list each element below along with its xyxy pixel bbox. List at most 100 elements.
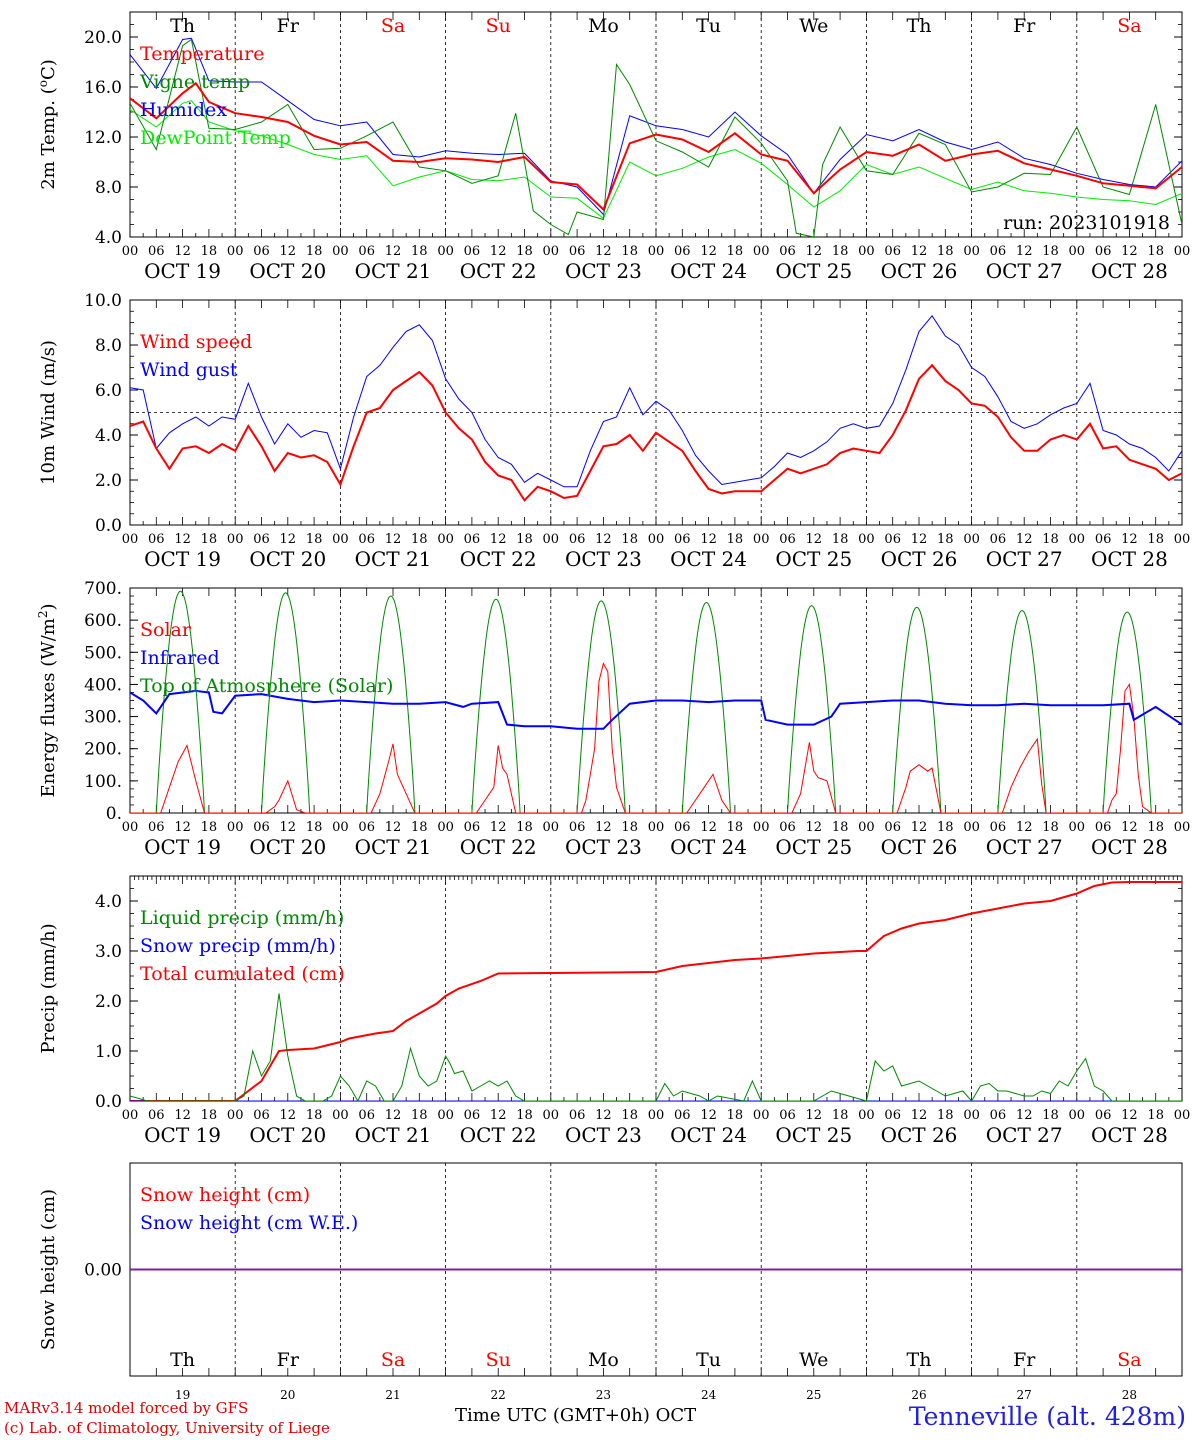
series-vigne-temp xyxy=(130,38,1182,237)
y-axis-label: Energy fluxes (W/m2) xyxy=(36,603,59,797)
chart-panel-1: 00 06 12 18 00 06 12 18 00 06 12 18 00 06 12 18 00 06 12 18… xyxy=(36,11,1191,283)
date-label: OCT 23 xyxy=(565,259,642,283)
legend-entry: Liquid precip (mm/h) xyxy=(140,907,344,929)
hour-tick-label: 12 xyxy=(1121,820,1138,835)
date-label: OCT 26 xyxy=(881,547,958,571)
hour-tick-label: 00 xyxy=(963,820,980,835)
y-tick-label: 500. xyxy=(84,643,122,663)
hour-tick-label: 12 xyxy=(490,532,507,547)
hour-tick-label: 06 xyxy=(674,820,691,835)
hour-tick-label: 00 xyxy=(227,1108,244,1123)
date-label: OCT 19 xyxy=(144,1123,221,1147)
hour-tick-label: 00 xyxy=(437,244,454,259)
hour-tick-label: 06 xyxy=(569,820,586,835)
date-label: OCT 20 xyxy=(249,547,326,571)
date-label: OCT 25 xyxy=(775,1123,852,1147)
hour-tick-label: 18 xyxy=(1042,1108,1059,1123)
weekday-label: Su xyxy=(486,1349,511,1371)
hour-tick-label: 12 xyxy=(1016,244,1033,259)
hour-tick-label: 12 xyxy=(174,820,191,835)
day-number-label: 24 xyxy=(701,1388,717,1402)
unit-superscript: o xyxy=(36,80,50,87)
hour-tick-label: 06 xyxy=(1095,244,1112,259)
hour-tick-label: 00 xyxy=(648,820,665,835)
hour-tick-label: 18 xyxy=(1042,820,1059,835)
date-label: OCT 21 xyxy=(355,835,432,859)
hour-tick-label: 00 xyxy=(963,532,980,547)
legend-entry: Snow precip (mm/h) xyxy=(140,935,336,957)
legend-entry: Total cumulated (cm) xyxy=(140,963,345,985)
hour-tick-label: 00 xyxy=(1174,244,1191,259)
legend-entry: Humidex xyxy=(140,99,227,121)
series-group xyxy=(130,590,1182,813)
day-number-label: 26 xyxy=(911,1388,926,1402)
hour-tick-label: 18 xyxy=(727,532,744,547)
series-top-of-atmosphere-solar xyxy=(550,600,656,813)
hour-tick-label: 18 xyxy=(727,1108,744,1123)
hour-tick-label: 12 xyxy=(595,1108,612,1123)
hour-tick-label: 00 xyxy=(1174,532,1191,547)
hour-tick-label: 06 xyxy=(358,1108,375,1123)
hour-tick-label: 00 xyxy=(1069,1108,1086,1123)
y-tick-label: 20.0 xyxy=(84,28,122,48)
hour-tick-label: 06 xyxy=(464,1108,481,1123)
hour-tick-label: 00 xyxy=(437,1108,454,1123)
hour-tick-label: 12 xyxy=(385,820,402,835)
weekday-label: We xyxy=(799,15,828,37)
date-label: OCT 23 xyxy=(565,835,642,859)
y-tick-label: 0.0 xyxy=(95,1092,122,1112)
day-number-label: 19 xyxy=(175,1388,190,1402)
weekday-label: Tu xyxy=(696,15,721,37)
hour-tick-label: 12 xyxy=(911,1108,928,1123)
date-label: OCT 19 xyxy=(144,259,221,283)
y-tick-label: 10.0 xyxy=(84,291,122,311)
date-label: OCT 27 xyxy=(986,259,1063,283)
hour-tick-label: 18 xyxy=(201,1108,218,1123)
hour-tick-label: 18 xyxy=(201,244,218,259)
series-temperature xyxy=(130,81,1182,212)
panel-frame xyxy=(129,11,1183,238)
weekday-label: Fr xyxy=(277,15,300,37)
series-infrared xyxy=(130,689,1182,730)
hour-tick-label: 00 xyxy=(753,1108,770,1123)
hour-tick-label: 06 xyxy=(358,244,375,259)
hour-tick-label: 12 xyxy=(806,244,823,259)
date-label: OCT 20 xyxy=(249,1123,326,1147)
hour-tick-label: 06 xyxy=(674,532,691,547)
series-liquid-precip-mm-h xyxy=(130,993,1182,1101)
hour-tick-label: 12 xyxy=(700,1108,717,1123)
legend-entry: DewPoint Temp xyxy=(140,127,291,149)
y-axis-label: 10m Wind (m/s) xyxy=(38,340,59,485)
date-label: OCT 22 xyxy=(460,547,537,571)
hour-tick-label: 18 xyxy=(411,1108,428,1123)
hour-tick-label: 12 xyxy=(490,1108,507,1123)
date-label: OCT 22 xyxy=(460,1123,537,1147)
y-axis-label: 2m Temp. (oC) xyxy=(36,59,59,190)
hour-tick-label: 00 xyxy=(963,244,980,259)
hour-tick-label: 12 xyxy=(911,532,928,547)
weekday-label: Th xyxy=(907,1349,932,1371)
hour-tick-label: 12 xyxy=(174,244,191,259)
date-label: OCT 20 xyxy=(249,259,326,283)
hour-tick-label: 06 xyxy=(253,244,270,259)
weekday-label: Th xyxy=(907,15,932,37)
y-tick-label: 2.0 xyxy=(95,471,122,491)
hour-tick-label: 12 xyxy=(1121,532,1138,547)
hour-tick-label: 06 xyxy=(884,820,901,835)
hour-tick-label: 18 xyxy=(1042,244,1059,259)
weekday-label: Mo xyxy=(588,1349,619,1371)
hour-tick-label: 00 xyxy=(227,820,244,835)
hour-tick-label: 00 xyxy=(1069,820,1086,835)
series-top-of-atmosphere-solar xyxy=(235,592,341,813)
hour-tick-label: 00 xyxy=(332,244,349,259)
hour-tick-label: 12 xyxy=(385,1108,402,1123)
weekday-label: Th xyxy=(170,1349,195,1371)
series-group xyxy=(130,37,1182,237)
weekday-label: Su xyxy=(486,15,511,37)
hour-tick-label: 00 xyxy=(122,1108,139,1123)
hour-tick-label: 18 xyxy=(727,244,744,259)
hour-tick-label: 06 xyxy=(674,1108,691,1123)
hour-tick-label: 18 xyxy=(832,820,849,835)
chart-panel-5: 19 20 21 22 23 24 25 26 27 28 Th Fr Sa Su Mo Tu We Th Fr Sa… xyxy=(38,1162,1183,1402)
hour-tick-label: 00 xyxy=(543,532,560,547)
